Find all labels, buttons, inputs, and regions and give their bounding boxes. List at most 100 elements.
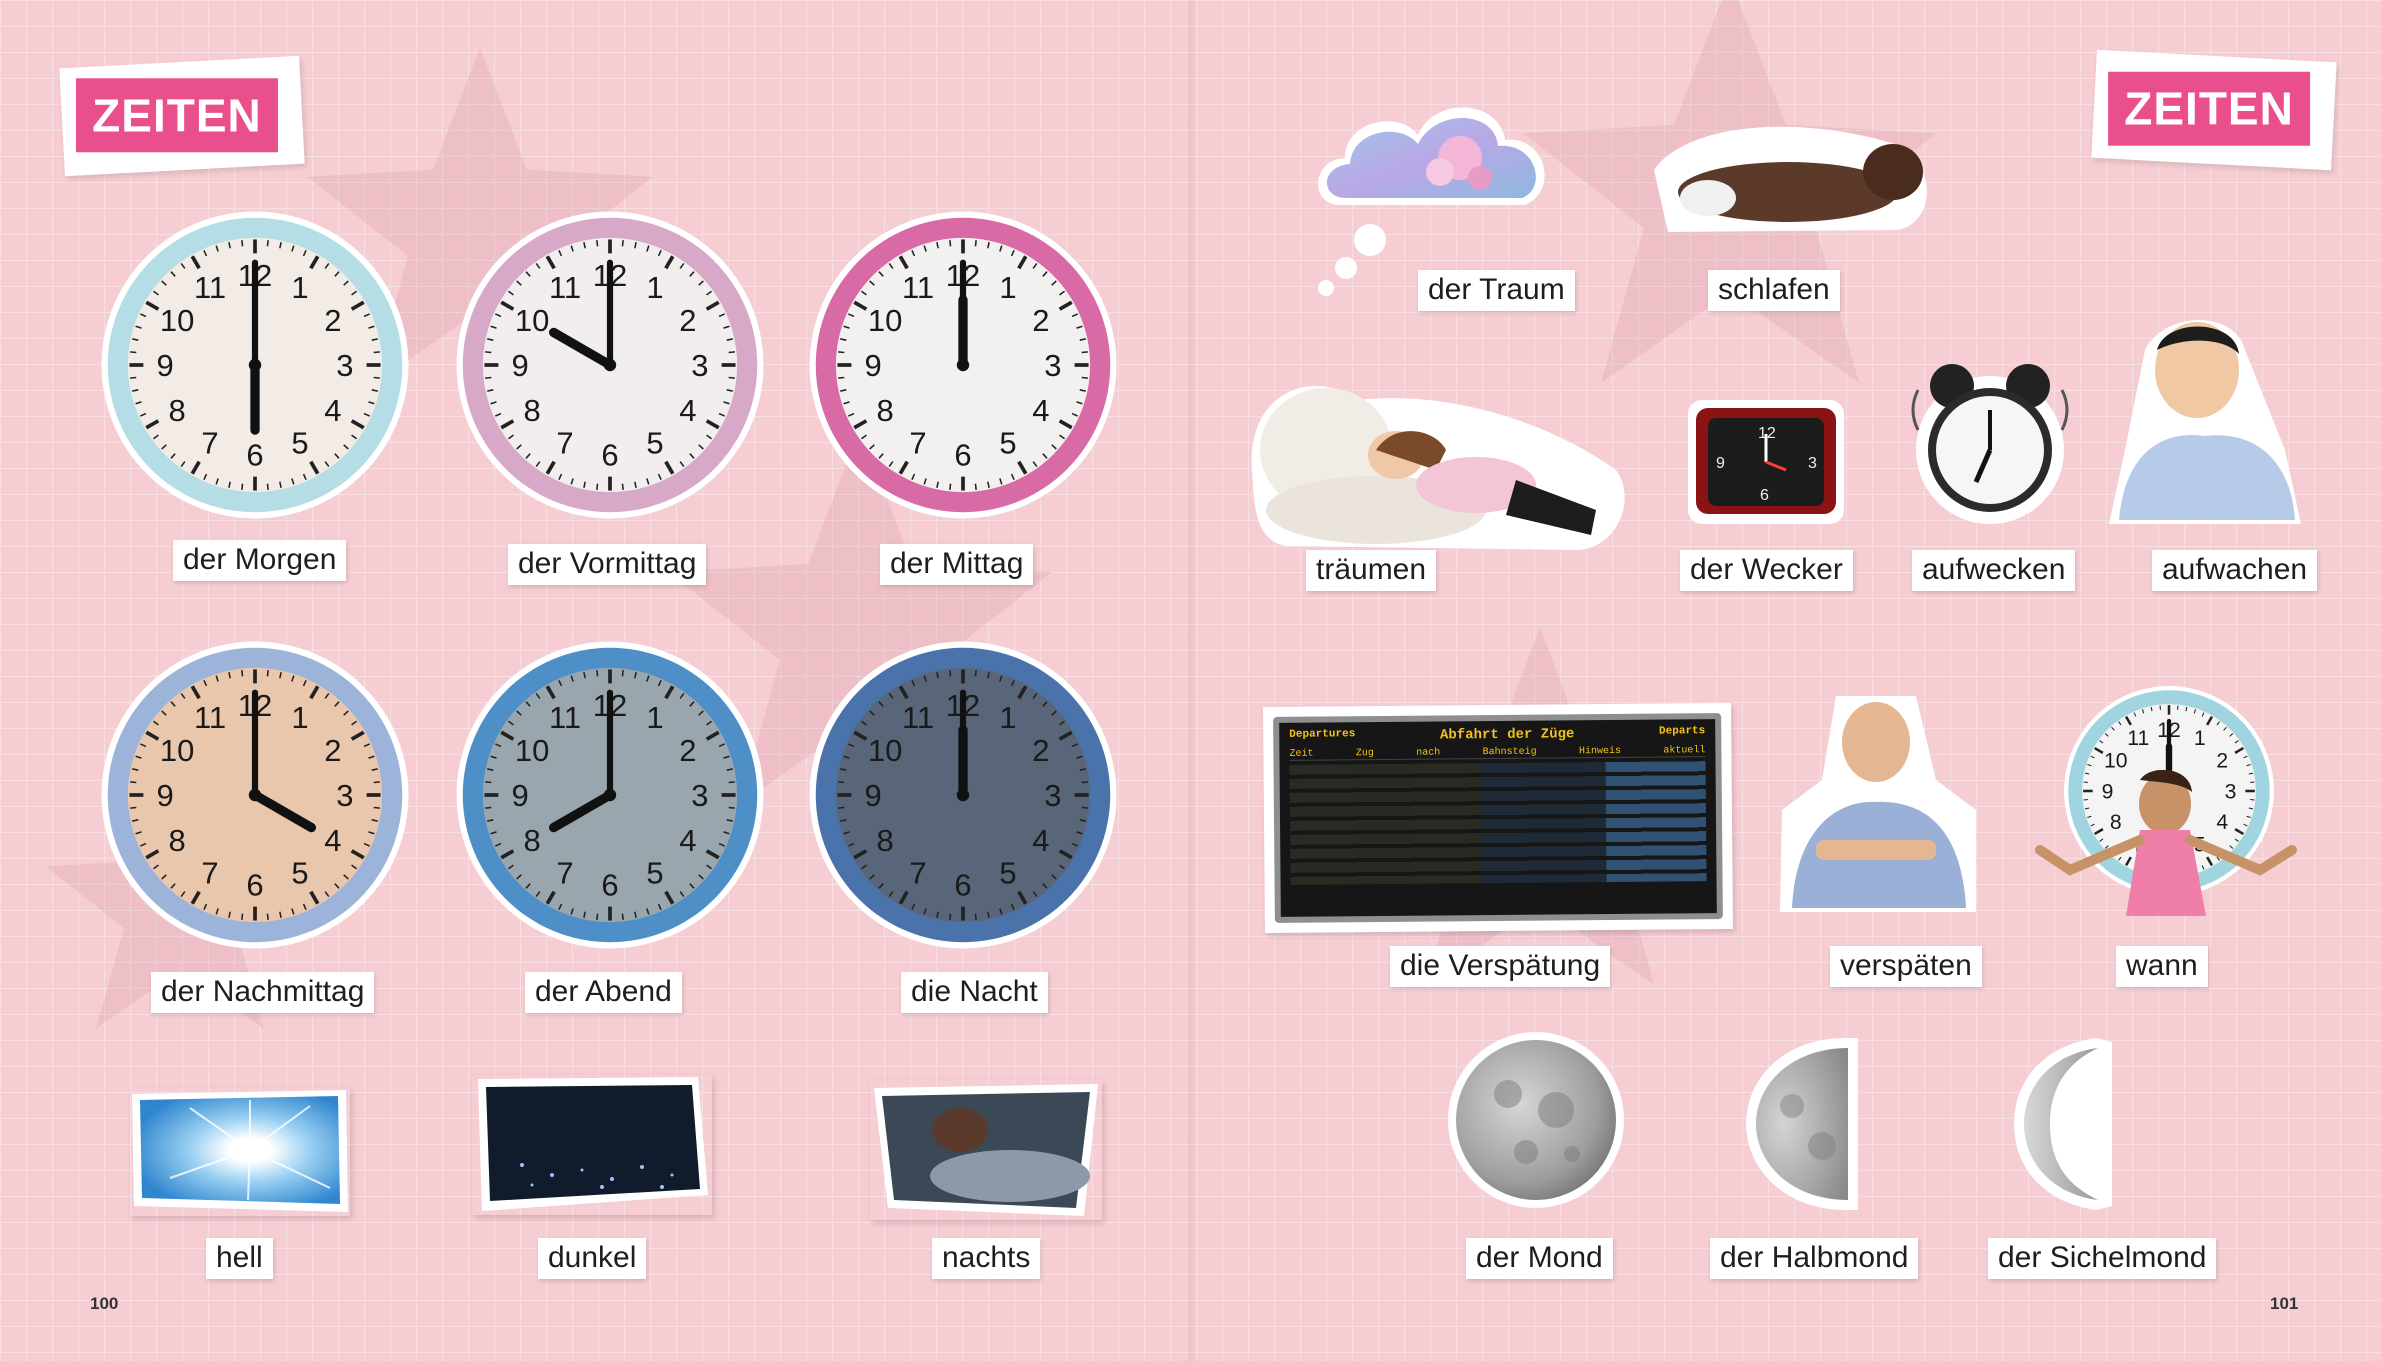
clock-numeral: 4 bbox=[679, 393, 696, 428]
board-col-note: Hinweis bbox=[1578, 745, 1622, 758]
clock-numeral: 1 bbox=[2194, 727, 2206, 750]
clock-numeral: 10 bbox=[2104, 750, 2128, 773]
label-half-moon: der Halbmond bbox=[1710, 1238, 1919, 1279]
page-number-left: 100 bbox=[90, 1294, 119, 1313]
clock-numeral: 10 bbox=[515, 733, 549, 768]
clock-numeral: 5 bbox=[999, 856, 1016, 891]
clock-numeral: 5 bbox=[291, 856, 308, 891]
board-col-current: aktuell bbox=[1663, 745, 1706, 757]
label-noon: der Mittag bbox=[880, 544, 1034, 585]
board-header-right: Departs bbox=[1658, 725, 1706, 738]
pointing-at-watch-man-picture bbox=[1780, 696, 1976, 912]
clock-numeral: 7 bbox=[201, 426, 218, 461]
board-header-left: Departures bbox=[1289, 728, 1356, 741]
clock-numeral: 11 bbox=[902, 700, 934, 735]
clock-numeral: 2 bbox=[679, 733, 696, 768]
label-when: wann bbox=[2116, 946, 2208, 987]
clock-numeral: 7 bbox=[909, 426, 926, 461]
clock-numeral: 8 bbox=[877, 823, 894, 858]
clock-center bbox=[603, 788, 617, 802]
clock-numeral: 6 bbox=[601, 868, 618, 903]
label-morning: der Morgen bbox=[173, 540, 347, 581]
dark-city-picture bbox=[478, 1077, 708, 1211]
clock-numeral: 9 bbox=[2102, 780, 2114, 803]
clock-numeral: 1 bbox=[291, 700, 308, 735]
clock-numeral: 5 bbox=[999, 426, 1016, 461]
label-at-night: nachts bbox=[932, 1238, 1041, 1279]
label-evening: der Abend bbox=[525, 972, 682, 1013]
label-delay: die Verspätung bbox=[1390, 946, 1611, 987]
clock-numeral: 1 bbox=[999, 270, 1016, 305]
label-moon: der Mond bbox=[1466, 1238, 1613, 1279]
page-number-right: 101 bbox=[2270, 1294, 2299, 1313]
departure-board-picture: Departures Abfahrt der Züge Departs Zeit… bbox=[1263, 702, 1733, 934]
clock-numeral: 2 bbox=[1032, 733, 1049, 768]
board-col-platform: Bahnsteig bbox=[1482, 746, 1537, 759]
clock-numeral: 10 bbox=[160, 303, 194, 338]
clock-hour-hand bbox=[250, 790, 317, 833]
label-dream: der Traum bbox=[1418, 270, 1575, 311]
label-crescent-moon: der Sichelmond bbox=[1988, 1238, 2217, 1279]
bright-sun-picture bbox=[132, 1090, 348, 1212]
svg-text:6: 6 bbox=[1760, 487, 1769, 504]
clock-numeral: 7 bbox=[201, 856, 218, 891]
board-col-train: Zug bbox=[1355, 748, 1374, 760]
board-title: Abfahrt der Züge bbox=[1439, 726, 1575, 744]
svg-text:3: 3 bbox=[1808, 455, 1817, 472]
section-tag-left: ZEITEN bbox=[59, 55, 305, 177]
clock-numeral: 5 bbox=[646, 856, 663, 891]
dream-cloud-picture bbox=[1318, 107, 1545, 296]
clock-hour-hand bbox=[548, 327, 615, 370]
clock-center bbox=[956, 358, 970, 372]
label-bright: hell bbox=[206, 1238, 273, 1279]
background-star-icon bbox=[668, 428, 1052, 804]
label-to-be-late: verspäten bbox=[1830, 946, 1982, 987]
clock-numeral: 10 bbox=[868, 733, 902, 768]
page-gutter bbox=[1188, 0, 1198, 1361]
ringing-alarm-clock-picture bbox=[1911, 364, 2069, 524]
clock-numeral: 3 bbox=[1044, 778, 1061, 813]
board-col-destination: nach bbox=[1416, 747, 1441, 759]
clock-numeral: 4 bbox=[324, 823, 341, 858]
label-alarm-clock: der Wecker bbox=[1680, 550, 1853, 591]
sleeping-child-night-picture bbox=[874, 1084, 1098, 1216]
clock-numeral: 11 bbox=[194, 700, 226, 735]
clock-numeral: 1 bbox=[291, 270, 308, 305]
clock-numeral: 1 bbox=[646, 270, 663, 305]
svg-text:12: 12 bbox=[1758, 425, 1776, 442]
clock-numeral: 7 bbox=[909, 856, 926, 891]
svg-text:9: 9 bbox=[1716, 455, 1725, 472]
clock-numeral: 11 bbox=[194, 270, 226, 305]
clock-center bbox=[603, 358, 617, 372]
clock-numeral: 9 bbox=[156, 778, 173, 813]
clock-numeral: 9 bbox=[511, 348, 528, 383]
sleeping-baby-picture bbox=[1654, 126, 1927, 232]
alarm-clock-red-picture: 12 9 3 6 bbox=[1688, 400, 1844, 524]
clock-numeral: 7 bbox=[556, 856, 573, 891]
clock-numeral: 6 bbox=[246, 438, 263, 473]
board-col-time: Zeit bbox=[1289, 748, 1314, 760]
clock-numeral: 2 bbox=[324, 733, 341, 768]
label-dreaming: träumen bbox=[1306, 550, 1437, 591]
clock-center bbox=[248, 788, 262, 802]
clock-numeral: 8 bbox=[524, 823, 541, 858]
half-moon-picture bbox=[1746, 1038, 1858, 1210]
clock-numeral: 8 bbox=[169, 823, 186, 858]
clock-numeral: 3 bbox=[2225, 780, 2237, 803]
clock-numeral: 4 bbox=[2216, 811, 2228, 834]
full-moon-picture bbox=[1448, 1032, 1624, 1208]
label-night: die Nacht bbox=[901, 972, 1048, 1013]
board-rows bbox=[1289, 761, 1707, 885]
yawning-boy-picture bbox=[2109, 320, 2301, 524]
clock-center bbox=[956, 788, 970, 802]
clock-numeral: 9 bbox=[156, 348, 173, 383]
label-wake-up: aufwachen bbox=[2152, 550, 2318, 591]
clock-numeral: 4 bbox=[1032, 823, 1049, 858]
label-late-morning: der Vormittag bbox=[508, 544, 707, 585]
clock-numeral: 3 bbox=[336, 348, 353, 383]
label-dark: dunkel bbox=[538, 1238, 647, 1279]
clock-numeral: 11 bbox=[902, 270, 934, 305]
